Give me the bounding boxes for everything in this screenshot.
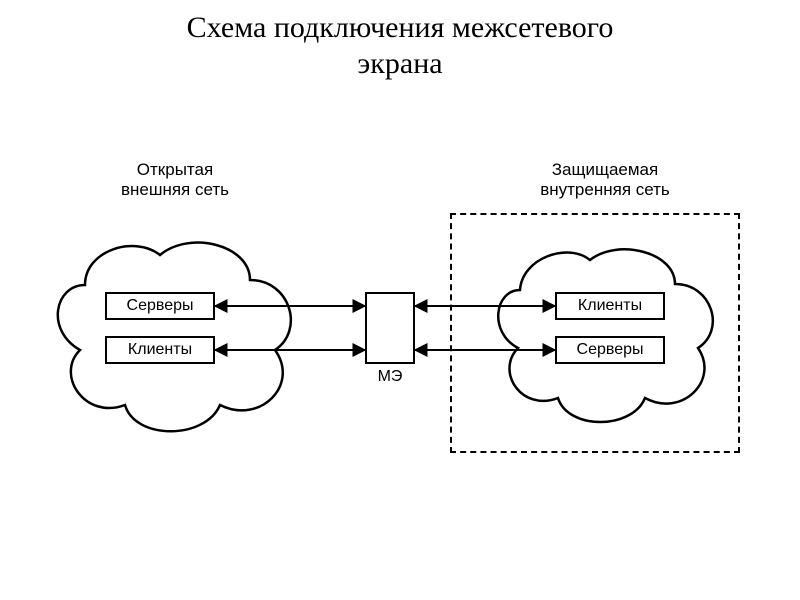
label-external-cloud: Открытая внешняя сеть: [105, 160, 245, 199]
firewall-label: МЭ: [365, 368, 415, 386]
node-int-servers: Серверы: [555, 336, 665, 364]
title-line2: экрана: [357, 47, 442, 80]
node-ext-clients: Клиенты: [105, 336, 215, 364]
firewall-diagram: Открытая внешняя сеть Защищаемая внутрен…: [50, 140, 750, 470]
node-int-clients: Клиенты: [555, 292, 665, 320]
node-ext-servers: Серверы: [105, 292, 215, 320]
label-internal-cloud: Защищаемая внутренняя сеть: [510, 160, 700, 199]
title-line1: Схема подключения межсетевого: [187, 11, 614, 44]
protected-region: [450, 213, 740, 453]
firewall-box: [365, 292, 415, 364]
page-title: Схема подключения межсетевого экрана: [0, 10, 800, 82]
